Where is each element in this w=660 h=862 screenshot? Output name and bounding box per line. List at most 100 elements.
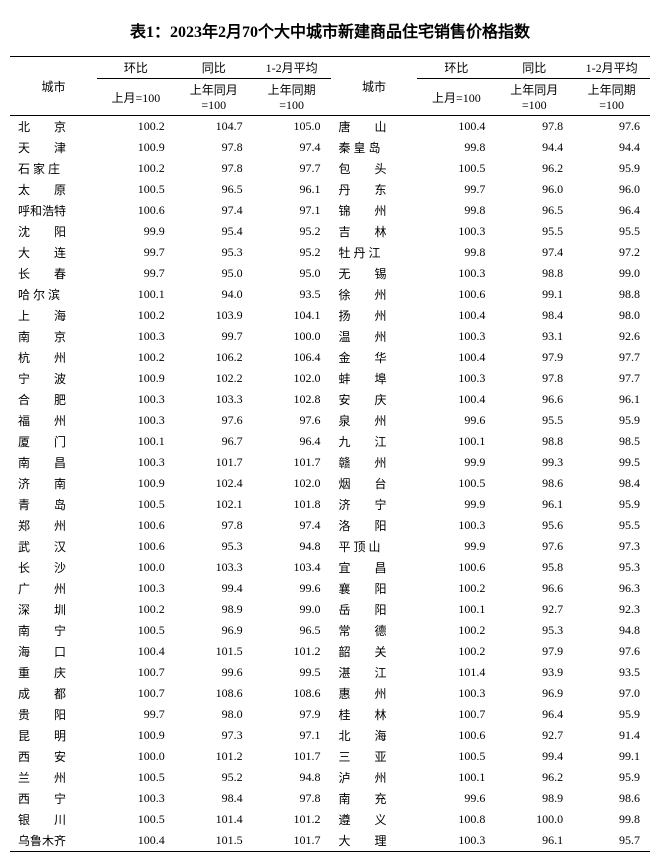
city-name: 长 春 xyxy=(10,263,97,284)
mom-value: 100.6 xyxy=(97,200,175,221)
table-header: 城市 环比 同比 1-2月平均 城市 环比 同比 1-2月平均 上月=100 上… xyxy=(10,57,650,116)
mom-value: 100.4 xyxy=(417,305,495,326)
avg-value: 100.0 xyxy=(253,326,331,347)
mom-value: 100.1 xyxy=(97,284,175,305)
table-row: 宁 波100.9102.2102.0蚌 埠100.397.897.7 xyxy=(10,368,650,389)
avg-value: 97.6 xyxy=(253,410,331,431)
table-row: 成 都100.7108.6108.6惠 州100.396.997.0 xyxy=(10,683,650,704)
avg-value: 95.9 xyxy=(573,410,650,431)
mom-value: 101.4 xyxy=(417,662,495,683)
city-name: 锦 州 xyxy=(331,200,418,221)
mom-value: 100.5 xyxy=(97,620,175,641)
avg-value: 96.3 xyxy=(573,578,650,599)
city-name: 昆 明 xyxy=(10,725,97,746)
avg-value: 108.6 xyxy=(253,683,331,704)
city-name: 牡 丹 江 xyxy=(331,242,418,263)
avg-value: 91.4 xyxy=(573,725,650,746)
mom-value: 100.5 xyxy=(417,158,495,179)
city-name: 赣 州 xyxy=(331,452,418,473)
table-row: 济 南100.9102.4102.0烟 台100.598.698.4 xyxy=(10,473,650,494)
yoy-value: 98.9 xyxy=(175,599,253,620)
avg-value: 94.4 xyxy=(573,137,650,158)
avg-value: 95.2 xyxy=(253,221,331,242)
table-row: 哈 尔 滨100.194.093.5徐 州100.699.198.8 xyxy=(10,284,650,305)
avg-value: 95.9 xyxy=(573,704,650,725)
mom-value: 99.8 xyxy=(417,242,495,263)
mom-value: 99.8 xyxy=(417,200,495,221)
mom-value: 100.9 xyxy=(97,725,175,746)
yoy-value: 95.3 xyxy=(175,536,253,557)
avg-value: 98.0 xyxy=(573,305,650,326)
avg-value: 96.4 xyxy=(253,431,331,452)
table-row: 长 沙100.0103.3103.4宜 昌100.695.895.3 xyxy=(10,557,650,578)
avg-value: 106.4 xyxy=(253,347,331,368)
table-row: 沈 阳99.995.495.2吉 林100.395.595.5 xyxy=(10,221,650,242)
yoy-value: 100.0 xyxy=(495,809,573,830)
city-name: 太 原 xyxy=(10,179,97,200)
mom-value: 100.9 xyxy=(97,473,175,494)
avg-value: 98.6 xyxy=(573,788,650,809)
yoy-value: 95.3 xyxy=(175,242,253,263)
avg-value: 95.5 xyxy=(573,515,650,536)
avg-value: 95.3 xyxy=(573,557,650,578)
yoy-value: 97.8 xyxy=(495,116,573,138)
city-name: 厦 门 xyxy=(10,431,97,452)
hdr-yoy-sub-right: 上年同月=100 xyxy=(495,79,573,116)
avg-value: 97.3 xyxy=(573,536,650,557)
yoy-value: 98.9 xyxy=(495,788,573,809)
mom-value: 100.0 xyxy=(97,746,175,767)
avg-value: 93.5 xyxy=(573,662,650,683)
yoy-value: 97.8 xyxy=(495,368,573,389)
mom-value: 100.5 xyxy=(97,179,175,200)
mom-value: 100.2 xyxy=(417,620,495,641)
table-row: 广 州100.399.499.6襄 阳100.296.696.3 xyxy=(10,578,650,599)
yoy-value: 101.2 xyxy=(175,746,253,767)
city-name: 西 宁 xyxy=(10,788,97,809)
table-row: 贵 阳99.798.097.9桂 林100.796.495.9 xyxy=(10,704,650,725)
yoy-value: 106.2 xyxy=(175,347,253,368)
mom-value: 100.7 xyxy=(97,683,175,704)
city-name: 徐 州 xyxy=(331,284,418,305)
hdr-yoy-sub-left: 上年同月=100 xyxy=(175,79,253,116)
yoy-value: 97.6 xyxy=(175,410,253,431)
city-name: 吉 林 xyxy=(331,221,418,242)
mom-value: 99.9 xyxy=(417,494,495,515)
hdr-avg-left: 1-2月平均 xyxy=(253,57,331,79)
yoy-value: 97.9 xyxy=(495,641,573,662)
yoy-value: 108.6 xyxy=(175,683,253,704)
city-name: 遵 义 xyxy=(331,809,418,830)
table-row: 福 州100.397.697.6泉 州99.695.595.9 xyxy=(10,410,650,431)
city-name: 无 锡 xyxy=(331,263,418,284)
mom-value: 100.3 xyxy=(417,830,495,852)
table-row: 郑 州100.697.897.4洛 阳100.395.695.5 xyxy=(10,515,650,536)
city-name: 襄 阳 xyxy=(331,578,418,599)
yoy-value: 97.4 xyxy=(175,200,253,221)
city-name: 杭 州 xyxy=(10,347,97,368)
table-row: 海 口100.4101.5101.2韶 关100.297.997.6 xyxy=(10,641,650,662)
avg-value: 98.8 xyxy=(573,284,650,305)
table-row: 南 京100.399.7100.0温 州100.393.192.6 xyxy=(10,326,650,347)
city-name: 西 安 xyxy=(10,746,97,767)
avg-value: 105.0 xyxy=(253,116,331,138)
avg-value: 97.8 xyxy=(253,788,331,809)
mom-value: 100.1 xyxy=(417,599,495,620)
yoy-value: 96.1 xyxy=(495,830,573,852)
table-row: 重 庆100.799.699.5湛 江101.493.993.5 xyxy=(10,662,650,683)
avg-value: 97.7 xyxy=(573,368,650,389)
avg-value: 97.4 xyxy=(253,515,331,536)
mom-value: 100.7 xyxy=(417,704,495,725)
mom-value: 100.5 xyxy=(417,746,495,767)
city-name: 银 川 xyxy=(10,809,97,830)
mom-value: 100.6 xyxy=(417,725,495,746)
avg-value: 97.2 xyxy=(573,242,650,263)
city-name: 大 连 xyxy=(10,242,97,263)
yoy-value: 98.4 xyxy=(175,788,253,809)
avg-value: 93.5 xyxy=(253,284,331,305)
table-row: 北 京100.2104.7105.0唐 山100.497.897.6 xyxy=(10,116,650,138)
city-name: 深 圳 xyxy=(10,599,97,620)
mom-value: 100.1 xyxy=(417,767,495,788)
city-name: 岳 阳 xyxy=(331,599,418,620)
city-name: 烟 台 xyxy=(331,473,418,494)
city-name: 广 州 xyxy=(10,578,97,599)
yoy-value: 98.8 xyxy=(495,431,573,452)
